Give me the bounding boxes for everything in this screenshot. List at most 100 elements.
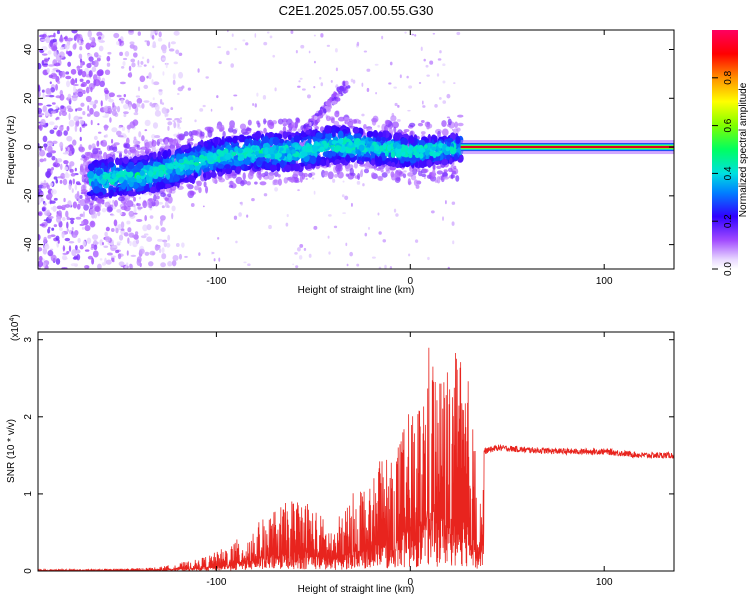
noise-cell [327,235,330,239]
halo-cell [160,192,166,198]
halo-cell [454,121,459,129]
ridge-cell [366,131,373,139]
noise-cell [406,75,409,79]
ridge-peak [424,144,428,149]
y-tick-label: 40 [23,44,34,56]
noise-cell [69,168,74,173]
ridge-cell [439,153,444,160]
noise-cell [38,84,41,90]
noise-cell [238,212,242,217]
noise-cell [55,54,60,62]
noise-cell [160,227,166,233]
ridge-peak [339,138,344,144]
noise-cell [172,73,176,81]
ridge-cell [148,176,153,184]
halo-cell [194,185,200,191]
noise-cell [319,76,322,80]
halo-cell [82,161,89,167]
noise-cell [256,92,259,97]
noise-cell [113,32,120,39]
noise-cell [38,247,43,252]
ridge-cell [284,164,292,172]
noise-cell [167,234,171,241]
halo-cell [443,176,450,180]
noise-cell [217,236,220,240]
ridge-peak [148,170,153,177]
ridge-cell [157,181,166,190]
noise-cell [116,94,122,98]
noise-cell [106,252,113,256]
ridge-cell [120,181,127,190]
noise-cell [152,41,156,49]
noise-cell [79,127,82,133]
noise-cell [313,190,316,195]
halo-cell [142,200,148,209]
noise-cell [93,111,100,118]
ridge-peak [345,146,352,154]
ridge-peak [153,167,160,172]
halo-cell [389,165,396,171]
noise-cell [68,240,75,244]
branch-cell [342,80,346,87]
noise-cell [144,251,150,256]
ridge-cell [358,156,362,161]
noise-cell [152,122,159,129]
noise-cell [115,227,119,234]
noise-cell [56,30,60,35]
halo-cell [79,163,84,171]
noise-cell [254,33,257,38]
noise-cell [247,263,251,267]
noise-cell [102,241,105,246]
halo-cell [267,173,275,180]
halo-cell [254,181,258,185]
ridge-cell [286,141,292,147]
noise-cell [421,100,424,105]
ridge-peak [178,159,184,164]
noise-cell [82,219,89,226]
ridge-peak [279,147,284,151]
ridge-cell [87,171,95,179]
noise-cell [378,266,382,269]
x-tick-label: 0 [408,276,414,287]
noise-cell [146,58,150,64]
noise-cell [50,87,56,93]
noise-cell [393,208,397,213]
ridge-peak [165,169,173,174]
halo-cell [272,179,280,186]
noise-cell [184,255,188,258]
halo-cell [220,124,225,132]
noise-cell [133,52,138,58]
ridge-cell [339,158,346,164]
noise-cell [159,248,162,254]
noise-cell [41,46,48,51]
noise-cell [53,224,58,228]
halo-cell [349,167,354,176]
noise-cell [53,32,56,38]
ridge-peak [396,144,403,150]
noise-cell [290,30,294,34]
noise-cell [53,127,57,130]
noise-cell [49,113,53,117]
noise-cell [194,119,197,123]
noise-cell [233,94,238,97]
halo-cell [98,150,103,155]
noise-cell [226,30,229,33]
noise-cell [297,189,300,192]
noise-cell [79,244,84,250]
ridge-peak [403,145,408,153]
ridge-cell [232,135,238,144]
halo-cell [261,172,266,178]
ridge-cell [119,190,123,196]
ridge-peak [100,178,106,185]
noise-cell [109,117,112,123]
noise-cell [157,238,163,242]
halo-cell [420,119,425,123]
noise-cell [432,32,436,35]
noise-cell [71,151,74,155]
noise-cell [334,48,338,53]
noise-cell [425,64,429,68]
noise-cell [333,225,338,229]
noise-cell [42,135,48,143]
halo-cell [175,142,179,149]
branch-cell [309,122,312,127]
